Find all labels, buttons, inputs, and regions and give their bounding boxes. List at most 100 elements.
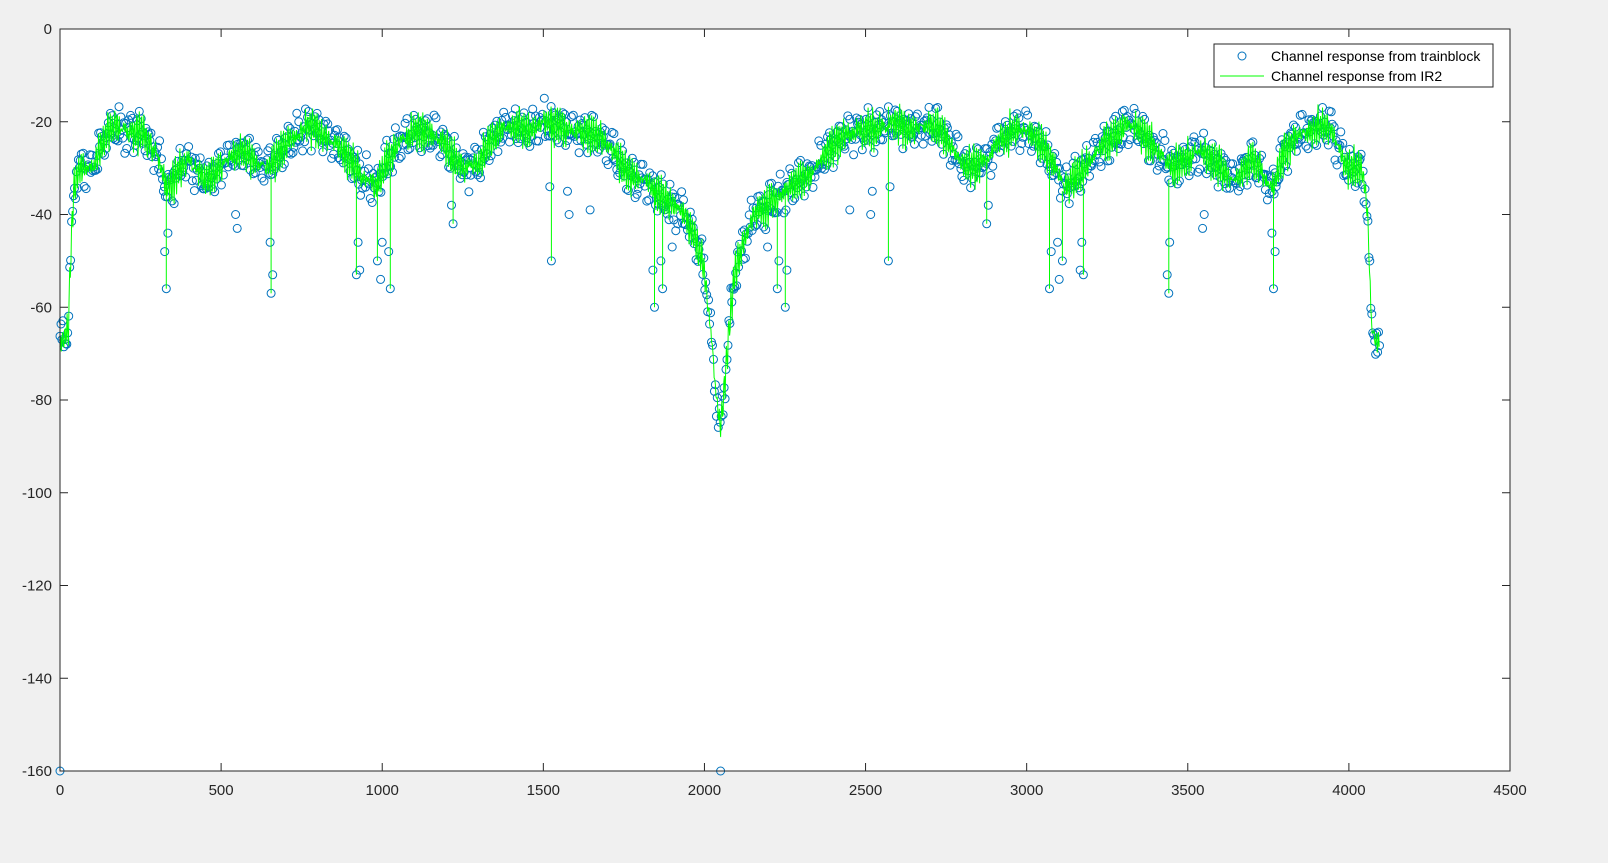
trainblock-point — [539, 93, 549, 103]
y-axis: 0 -20 -40 -60 -80 -100 -120 -140 -160 — [22, 21, 1510, 780]
trainblock-point — [187, 176, 197, 186]
trainblock-point — [1123, 140, 1133, 150]
trainblock-point — [390, 123, 400, 133]
ir2-line — [59, 103, 1380, 437]
trainblock-point — [1195, 164, 1205, 174]
trainblock-point — [1233, 186, 1243, 196]
trainblock-dip-point — [845, 205, 855, 215]
trainblock-point — [677, 187, 687, 197]
trainblock-point — [638, 159, 648, 169]
trainblock-point — [120, 148, 130, 158]
trainblock-point — [713, 422, 723, 432]
legend: Channel response from trainblock Channel… — [1213, 43, 1494, 88]
trainblock-point — [1125, 135, 1135, 145]
x-tick-label: 4000 — [1332, 782, 1365, 799]
trainblock-point — [603, 160, 613, 170]
trainblock-point — [1023, 110, 1033, 120]
trainblock-dip-point — [867, 186, 877, 196]
trainblock-point — [1297, 109, 1307, 119]
trainblock-dip-point — [648, 265, 658, 275]
trainblock-dip-point — [231, 210, 241, 219]
trainblock-point — [959, 175, 969, 185]
trainblock-point — [1332, 160, 1342, 170]
trainblock-dip-point — [1198, 223, 1208, 233]
trainblock-point — [323, 119, 333, 129]
trainblock-dip-point — [353, 237, 363, 247]
trainblock-dip-point — [1267, 228, 1277, 238]
trainblock-point — [300, 137, 310, 147]
trainblock-dip-point — [1046, 247, 1056, 257]
x-tick-label: 3500 — [1171, 782, 1204, 799]
trainblock-point — [671, 226, 681, 236]
trainblock-point — [499, 107, 509, 117]
trainblock-point — [779, 208, 789, 218]
x-axis: 0 500 1000 1500 2000 2500 3000 3500 4000 4500 — [56, 29, 1527, 799]
y-tick-label: -100 — [22, 485, 52, 502]
trainblock-point — [1090, 133, 1100, 143]
trainblock-point — [820, 164, 830, 174]
x-tick-label: 3000 — [1010, 782, 1043, 799]
trainblock-point — [1129, 103, 1139, 113]
trainblock-point — [1061, 162, 1071, 172]
trainblock-point — [126, 110, 136, 120]
trainblock-point — [476, 173, 485, 183]
trainblock-dip-point — [355, 265, 365, 275]
trainblock-point — [189, 186, 199, 196]
trainblock-point — [501, 112, 511, 122]
trainblock-point — [945, 160, 955, 170]
trainblock-point — [849, 150, 859, 160]
trainblock-point — [1359, 197, 1369, 207]
trainblock-point — [1371, 349, 1381, 359]
trainblock-point — [1199, 128, 1209, 138]
trainblock-dip-point — [563, 186, 572, 196]
trainblock-point — [912, 109, 922, 119]
trainblock-point — [1158, 129, 1168, 138]
trainblock-point — [810, 172, 820, 182]
trainblock-point — [298, 146, 308, 156]
trainblock-dip-point — [782, 265, 792, 275]
trainblock-point — [845, 114, 855, 124]
trainblock-point — [294, 117, 304, 127]
x-tick-label: 2000 — [688, 782, 721, 799]
trainblock-dip-point — [447, 200, 456, 210]
legend-marker-trainblock — [1237, 51, 1247, 61]
trainblock-point — [1338, 138, 1348, 148]
trainblock-point — [744, 210, 754, 220]
x-tick-label: 500 — [209, 782, 234, 799]
trainblock-point — [785, 164, 795, 174]
y-tick-label: -80 — [30, 392, 52, 409]
axes-background — [60, 29, 1510, 771]
trainblock-point — [916, 130, 926, 140]
trainblock-point — [493, 147, 503, 157]
trainblock-dip-point — [1199, 210, 1209, 219]
trainblock-point — [255, 163, 265, 172]
trainblock-point — [642, 196, 652, 206]
trainblock-point — [704, 295, 714, 305]
trainblock-dip-point — [163, 228, 173, 238]
legend-label-ir2: Channel response from IR2 — [1271, 68, 1442, 84]
trainblock-point — [988, 161, 998, 171]
trainblock-dip-point — [160, 247, 170, 257]
trainblock-point — [464, 187, 474, 197]
trainblock-point — [1262, 195, 1272, 205]
trainblock-point — [1336, 127, 1346, 137]
trainblock-point — [184, 142, 194, 152]
trainblock-dip-point — [763, 242, 773, 252]
y-tick-label: -120 — [22, 578, 52, 595]
trainblock-point — [534, 136, 543, 146]
trainblock-dip-point — [384, 247, 394, 257]
y-tick-label: -60 — [30, 299, 52, 316]
trainblock-dip-point — [265, 237, 275, 247]
x-tick-label: 2500 — [849, 782, 882, 799]
x-tick-label: 1000 — [366, 782, 399, 799]
trainblock-point — [400, 118, 410, 128]
trainblock-dip-point — [1053, 237, 1063, 247]
trainblock-point — [331, 126, 340, 135]
trainblock-dip-point — [232, 223, 242, 233]
trainblock-dip-point — [1054, 274, 1064, 284]
y-tick-label: -20 — [30, 114, 52, 131]
trainblock-dip-point — [268, 270, 278, 280]
trainblock-point — [157, 154, 166, 164]
trainblock-point — [775, 169, 785, 179]
